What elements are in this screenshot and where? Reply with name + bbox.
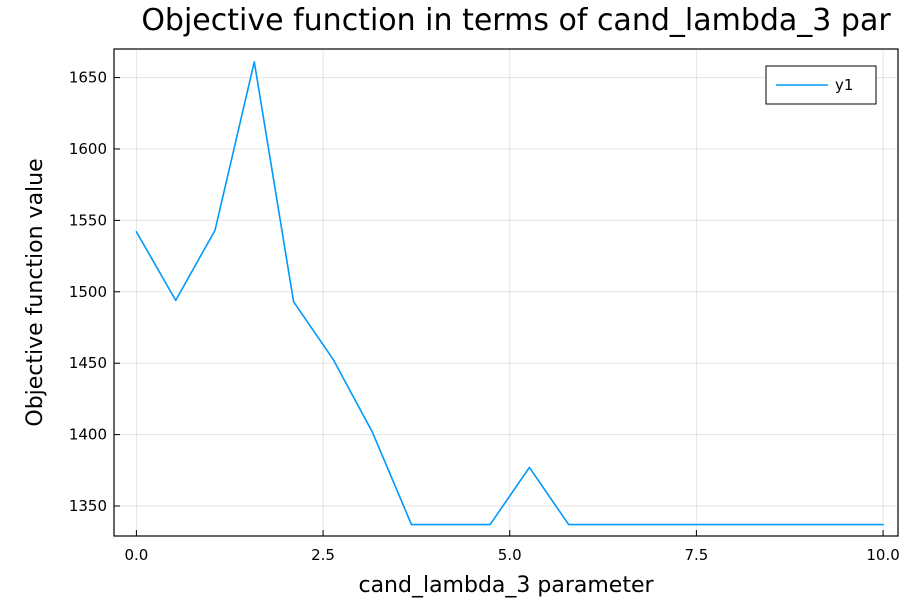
chart-title: Objective function in terms of cand_lamb…: [141, 3, 891, 38]
x-tick-label: 0.0: [124, 546, 148, 564]
y-tick-label: 1500: [69, 283, 107, 301]
y-tick-label: 1650: [69, 69, 107, 87]
y-tick-label: 1350: [69, 497, 107, 515]
legend-label-y1: y1: [835, 76, 853, 94]
y-axis-label: Objective function value: [23, 158, 48, 426]
y-tick-label: 1400: [69, 426, 107, 444]
x-tick-label: 7.5: [684, 546, 708, 564]
grid: [114, 49, 898, 536]
y-tick-label: 1450: [69, 354, 107, 372]
plot-frame: [113, 48, 899, 537]
legend: y1: [765, 65, 877, 105]
x-axis-label: cand_lambda_3 parameter: [358, 573, 654, 598]
series-layer: [135, 61, 884, 526]
y-tick-label: 1600: [69, 140, 107, 158]
y-tick-label: 1550: [69, 211, 107, 229]
series-line-y1: [135, 61, 884, 526]
x-axis: 0.0 2.5 5.0 7.5 10.0: [124, 530, 900, 564]
x-tick-label: 2.5: [311, 546, 335, 564]
x-tick-label: 10.0: [866, 546, 899, 564]
x-tick-label: 5.0: [498, 546, 522, 564]
y-axis: 1350 1400 1450 1500 1550 1600 1650: [69, 69, 120, 515]
